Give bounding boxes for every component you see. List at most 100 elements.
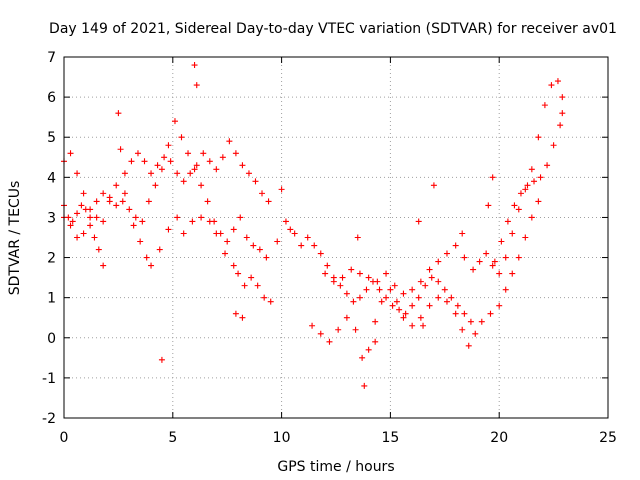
series-track-e (309, 198, 542, 389)
data-point (348, 266, 355, 273)
data-point (317, 330, 324, 337)
data-point (158, 166, 165, 173)
data-point (134, 150, 141, 157)
data-point (461, 254, 468, 261)
data-point (426, 302, 433, 309)
data-point (165, 142, 172, 149)
data-point (121, 170, 128, 177)
data-point (67, 150, 74, 157)
data-point (161, 154, 168, 161)
data-point (452, 310, 459, 317)
data-point (544, 162, 551, 169)
data-point (259, 190, 266, 197)
data-point (317, 250, 324, 257)
data-point (372, 338, 379, 345)
data-point (93, 214, 100, 221)
data-point (78, 202, 85, 209)
data-point (224, 238, 231, 245)
data-point (95, 246, 102, 253)
data-point (515, 206, 522, 213)
data-point (267, 298, 274, 305)
data-point (454, 302, 461, 309)
data-point (198, 214, 205, 221)
data-point (531, 178, 538, 185)
data-point (496, 302, 503, 309)
data-point (152, 182, 159, 189)
data-point (409, 322, 416, 329)
data-point (409, 302, 416, 309)
series-track-f (322, 78, 566, 297)
data-point (343, 314, 350, 321)
data-point (354, 234, 361, 241)
data-point (206, 218, 213, 225)
data-point (522, 186, 529, 193)
data-point (374, 278, 381, 285)
data-point (502, 286, 509, 293)
y-tick-label: 1 (47, 291, 56, 307)
data-point (443, 298, 450, 305)
data-point (291, 230, 298, 237)
data-point (528, 214, 535, 221)
data-point (87, 222, 94, 229)
data-point (504, 218, 511, 225)
data-point (180, 178, 187, 185)
data-point (235, 270, 242, 277)
data-point (178, 134, 185, 141)
data-point (87, 214, 94, 221)
data-point (517, 190, 524, 197)
data-point (113, 202, 120, 209)
data-point (396, 306, 403, 313)
y-tick-label: 2 (47, 251, 56, 267)
data-point (393, 298, 400, 305)
data-point (189, 218, 196, 225)
data-point (337, 282, 344, 289)
data-point (417, 278, 424, 285)
data-point (145, 198, 152, 205)
data-point (265, 198, 272, 205)
data-point (415, 218, 422, 225)
data-point (496, 270, 503, 277)
data-point (171, 118, 178, 125)
plot-frame (63, 56, 609, 419)
series-track-a (61, 138, 272, 225)
data-point (213, 230, 220, 237)
data-point (400, 314, 407, 321)
y-tick-label: 4 (47, 170, 56, 186)
data-point (193, 162, 200, 169)
series-track-c (61, 146, 274, 305)
data-point (226, 138, 233, 145)
x-axis-label: GPS time / hours (277, 459, 394, 475)
series-track-b (61, 118, 270, 261)
data-point (206, 158, 213, 165)
data-point (426, 266, 433, 273)
data-point (361, 382, 368, 389)
data-point (106, 194, 113, 201)
data-point (383, 270, 390, 277)
data-point (472, 330, 479, 337)
data-point (287, 226, 294, 233)
data-point (65, 214, 72, 221)
data-point (222, 250, 229, 257)
y-tick-label: -1 (42, 371, 56, 387)
data-point (298, 242, 305, 249)
data-point (263, 254, 270, 261)
data-point (515, 254, 522, 261)
x-tick-label: 20 (490, 430, 508, 446)
data-point (174, 214, 181, 221)
data-point (174, 170, 181, 177)
data-point (248, 274, 255, 281)
data-point (326, 338, 333, 345)
data-point (322, 270, 329, 277)
data-point (156, 246, 163, 253)
data-point (417, 314, 424, 321)
data-point (548, 82, 555, 89)
x-tick-label: 0 (60, 430, 69, 446)
data-point (69, 218, 76, 225)
data-point (365, 274, 372, 281)
data-point (459, 230, 466, 237)
data-point (200, 150, 207, 157)
data-point (239, 162, 246, 169)
data-point (167, 158, 174, 165)
